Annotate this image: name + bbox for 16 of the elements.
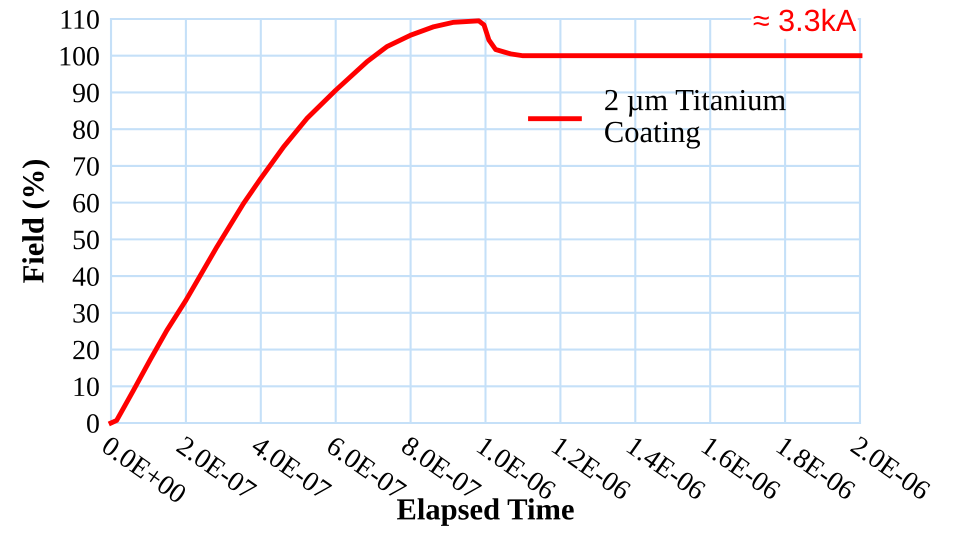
annotation: ≈ 3.3kA	[754, 8, 856, 32]
y-tick-label: 20	[73, 340, 99, 360]
y-tick-label: 60	[73, 194, 99, 213]
y-tick-label: 30	[73, 304, 99, 323]
x-axis-title: Elapsed Time	[397, 498, 574, 526]
y-tick-label: 70	[74, 157, 99, 176]
y-tick-label: 80	[73, 120, 99, 140]
y-tick-label: 100	[60, 46, 99, 66]
y-tick-label: 40	[72, 267, 99, 286]
legend-label: 2 µm Titanium Coating	[605, 90, 786, 149]
y-tick-label: 110	[62, 10, 99, 29]
y-tick-label: 0	[87, 414, 99, 433]
y-tick-label: 10	[74, 377, 99, 396]
y-tick-label: 90	[73, 84, 99, 102]
y-axis-title: Field (%)	[22, 160, 50, 283]
y-tick-label: 50	[74, 230, 99, 250]
